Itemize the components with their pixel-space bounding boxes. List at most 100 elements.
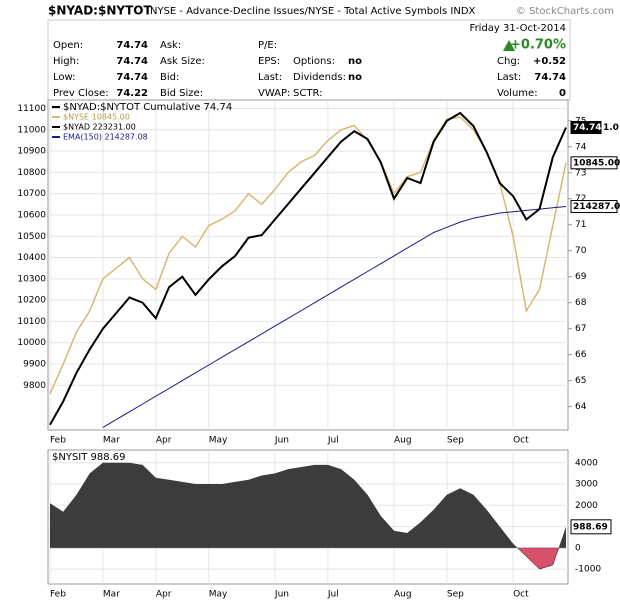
y-tick-label: 9900: [23, 360, 46, 370]
info-value: 74.74: [116, 40, 148, 51]
info-label: SCTR:: [293, 88, 322, 99]
x-tick-label: Jul: [327, 436, 339, 446]
x-tick-label: Oct: [513, 590, 529, 600]
info-value: no: [348, 72, 362, 83]
y2-tick-label: 64: [575, 402, 587, 412]
y2-tick-label: 72: [575, 194, 586, 204]
x-tick-label: Feb: [50, 590, 66, 600]
y-tick-label: 2000: [575, 501, 598, 511]
y-tick-label: 10700: [17, 189, 46, 199]
info-label: Chg:: [497, 56, 520, 67]
y2-tick-label: 70: [575, 246, 587, 256]
value-tag-label: 214287.0: [573, 202, 620, 212]
y-tick-label: 3000: [575, 480, 598, 490]
x-tick-label: Apr: [156, 436, 172, 446]
value-tag-label: 988.69: [573, 522, 608, 532]
y-tick-label: 10500: [17, 232, 46, 242]
x-tick-label: Sep: [447, 436, 464, 446]
info-value: 74.22: [116, 88, 148, 99]
info-label: Volume:: [497, 88, 538, 99]
info-value: 74.74: [116, 72, 148, 83]
x-tick-label: Feb: [50, 436, 66, 446]
info-label: Last:: [258, 72, 282, 83]
info-label: Bid Size:: [160, 88, 203, 99]
y-tick-label: 9800: [23, 381, 46, 391]
x-tick-label: Jul: [327, 590, 339, 600]
x-tick-label: Oct: [513, 436, 529, 446]
y2-tick-label: 74: [575, 142, 587, 152]
info-value: +0.52: [533, 56, 566, 67]
change-pct: +0.70%: [510, 38, 566, 53]
info-value: 74.74: [116, 56, 148, 67]
y2-tick-label: 67: [575, 324, 586, 334]
y-tick-label: 11100: [17, 104, 46, 114]
x-tick-label: Sep: [447, 590, 464, 600]
area-negative: [49, 547, 567, 570]
x-tick-label: Jun: [274, 436, 289, 446]
info-label: High:: [53, 56, 79, 67]
value-tag-label: 1.0: [603, 123, 619, 133]
x-tick-label: May: [209, 590, 228, 600]
y2-tick-label: 68: [575, 298, 587, 308]
y2-tick-label: 71: [575, 220, 586, 230]
value-tag: [570, 121, 602, 135]
value-tag-label: 74.74: [573, 123, 601, 133]
panel: [47, 99, 569, 431]
y2-tick-label: 73: [575, 168, 586, 178]
y-tick-label: 10400: [17, 253, 46, 263]
x-tick-label: Mar: [103, 436, 120, 446]
info-label: Options:: [293, 56, 335, 67]
y-tick-label: 10900: [17, 147, 46, 157]
info-label: Low:: [53, 72, 76, 83]
y-tick-label: 11000: [17, 125, 46, 135]
y2-tick-label: 66: [575, 350, 587, 360]
panel: [47, 449, 569, 585]
x-tick-label: Aug: [394, 436, 412, 446]
value-tag-label: 10845.00: [573, 158, 620, 168]
info-label: Dividends:: [293, 72, 346, 83]
y-tick-label: -1000: [575, 565, 601, 575]
description: NYSE - Advance-Decline Issues/NYSE - Tot…: [150, 6, 476, 17]
info-label: Bid:: [160, 72, 179, 83]
series-line: [49, 111, 567, 426]
y-tick-label: 10600: [17, 210, 46, 220]
info-label: Open:: [53, 40, 83, 51]
y-tick-label: 0: [575, 543, 581, 553]
info-label: Ask:: [160, 40, 181, 51]
y-tick-label: 10000: [17, 338, 46, 348]
info-value: no: [348, 56, 362, 67]
info-label: Last:: [497, 72, 521, 83]
up-arrow: [503, 40, 515, 51]
x-tick-label: May: [209, 436, 228, 446]
y2-tick-label: 65: [575, 376, 586, 386]
legend-label: $NYAD:$NYTOT Cumulative 74.74: [63, 102, 232, 113]
info-value: 0: [559, 88, 566, 99]
copyright: © StockCharts.com: [516, 6, 614, 17]
legend-label: $NYAD 223231.00: [63, 123, 136, 132]
y-tick-label: 10800: [17, 168, 46, 178]
panel-title: $NYSIT 988.69: [52, 452, 126, 463]
value-tag: [570, 519, 612, 535]
info-label: P/E:: [258, 40, 277, 51]
info-label: EPS:: [258, 56, 280, 67]
x-tick-label: Apr: [156, 590, 172, 600]
legend-label: $NYSE 10845.00: [63, 113, 130, 122]
x-tick-label: Jun: [274, 590, 289, 600]
info-label: Prev Close:: [53, 88, 109, 99]
value-tag: [570, 156, 618, 170]
date: Friday 31-Oct-2014: [470, 23, 566, 34]
info-label: Ask Size:: [160, 56, 205, 67]
value-tag: [570, 200, 618, 214]
y-tick-label: 4000: [575, 458, 598, 468]
x-tick-label: Aug: [394, 590, 412, 600]
series-line: [102, 206, 567, 428]
y-tick-label: 10100: [17, 317, 46, 327]
symbol: $NYAD:$NYTOT: [48, 4, 152, 18]
area-positive: [50, 462, 566, 548]
y-tick-label: 10200: [17, 296, 46, 306]
y2-tick-label: 69: [575, 272, 587, 282]
x-tick-label: Mar: [103, 590, 120, 600]
info-label: VWAP:: [258, 88, 290, 99]
